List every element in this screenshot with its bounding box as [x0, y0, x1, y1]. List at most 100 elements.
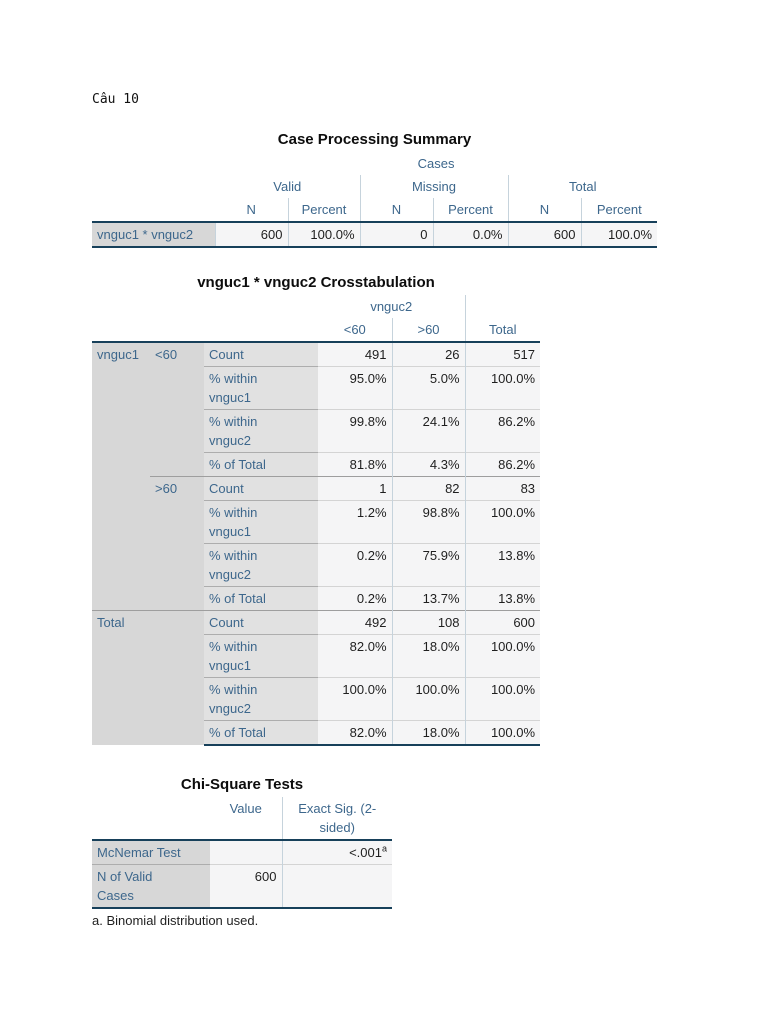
- table-row: % within vnguc1 82.0% 18.0% 100.0%: [92, 634, 541, 678]
- data-cell: 5.0%: [391, 366, 466, 410]
- data-cell: 13.8%: [464, 586, 541, 611]
- stat-label-cell: % within vnguc2: [204, 543, 319, 587]
- table-row: % within vnguc1 1.2% 98.8% 100.0%: [92, 500, 541, 544]
- data-cell: 86.2%: [464, 452, 541, 477]
- stat-line: vnguc2: [209, 567, 251, 582]
- stat-line: % within: [209, 414, 258, 429]
- stat-label-cell: Count: [204, 476, 319, 501]
- stat-label-cell: Count: [204, 610, 319, 635]
- column-header-n: N: [246, 202, 256, 217]
- row-category-cell: <60: [150, 342, 204, 477]
- data-cell: [281, 864, 392, 909]
- case-processing-summary: Case Processing Summary Cases Valid Miss…: [92, 131, 658, 248]
- data-cell: 600: [464, 610, 541, 635]
- data-cell: 0.0%: [432, 221, 508, 248]
- table-row: >60 Count 1 82 83: [92, 476, 541, 611]
- stat-line: % within: [209, 505, 258, 520]
- stat-line: vnguc2: [209, 433, 251, 448]
- stat-line: % within: [209, 371, 258, 386]
- data-cell: 100.0%: [464, 366, 541, 410]
- table-row: McNemar Test <.001a: [92, 840, 392, 865]
- column-spanner-vnguc2: vnguc2: [370, 299, 413, 314]
- data-cell: 108: [391, 610, 466, 635]
- data-cell: 75.9%: [391, 543, 466, 587]
- row-label-cell: N of Valid Cases: [92, 864, 210, 909]
- data-cell: 86.2%: [464, 409, 541, 453]
- table-row: % of Total 82.0% 18.0% 100.0%: [92, 720, 541, 746]
- data-cell: 24.1%: [391, 409, 466, 453]
- data-cell: 83: [464, 476, 541, 501]
- row-label-cell: vnguc1 * vnguc2: [92, 221, 215, 248]
- chi-square-title: Chi-Square Tests: [180, 776, 304, 793]
- corner-cell: [92, 198, 215, 222]
- column-header-exact-sig: Exact Sig. (2- sided): [281, 797, 392, 841]
- case-processing-title: Case Processing Summary: [277, 131, 472, 148]
- data-cell: 100.0%: [464, 634, 541, 678]
- stat-label-cell: Count: [204, 342, 319, 367]
- label-line: Cases: [97, 888, 134, 903]
- stat-line: % of Total: [209, 591, 266, 606]
- data-cell: 26: [391, 342, 466, 367]
- crosstabulation-title: vnguc1 * vnguc2 Crosstabulation: [197, 274, 435, 291]
- exact-sig-value: <.001: [349, 845, 382, 860]
- crosstabulation-table: vnguc2 <60 >60 Total vnguc1 <60 Count 49…: [92, 295, 541, 746]
- group-header-valid: Valid: [273, 179, 302, 194]
- stat-line: Count: [209, 615, 244, 630]
- cases-spanner: Cases: [417, 156, 455, 171]
- group-header-missing: Missing: [359, 175, 508, 198]
- total-label-cell: Total: [92, 610, 204, 745]
- data-cell: [210, 840, 282, 865]
- row-category-cell: >60: [150, 476, 204, 611]
- row-label-cell: McNemar Test: [92, 840, 210, 865]
- stat-label-cell: % within vnguc2: [204, 409, 319, 453]
- stat-label-cell: % within vnguc1: [204, 634, 319, 678]
- data-cell: 98.8%: [391, 500, 466, 544]
- stat-line: % within: [209, 548, 258, 563]
- data-cell: 100.0%: [464, 677, 541, 721]
- stat-line: % within: [209, 639, 258, 654]
- label-line: McNemar Test: [97, 845, 181, 860]
- column-header-percent: Percent: [580, 198, 658, 222]
- stat-line: Count: [209, 347, 244, 362]
- stat-line: vnguc2: [209, 701, 251, 716]
- stat-label-cell: % within vnguc1: [204, 366, 319, 410]
- stat-line: Count: [209, 481, 244, 496]
- stat-label-cell: % within vnguc1: [204, 500, 319, 544]
- column-header-lt60: <60: [318, 318, 393, 343]
- group-header-row: Valid Missing Total: [92, 175, 658, 198]
- page-label: Câu 10: [92, 92, 139, 107]
- column-header-percent: Percent: [287, 198, 360, 222]
- column-header-n: N: [507, 198, 581, 222]
- crosstabulation: vnguc1 * vnguc2 Crosstabulation vnguc2 <…: [92, 274, 541, 746]
- data-cell: 4.3%: [391, 452, 466, 477]
- stat-line: vnguc1: [209, 658, 251, 673]
- data-cell: 492: [318, 610, 393, 635]
- stat-label-cell: % within vnguc2: [204, 677, 319, 721]
- data-cell: <.001a: [281, 840, 392, 865]
- data-cell: 600: [210, 864, 282, 909]
- table-row: vnguc1 * vnguc2 600 100.0% 0 0.0% 600 10…: [92, 221, 658, 248]
- data-cell: 0: [359, 221, 433, 248]
- column-header-gt60: >60: [391, 318, 466, 343]
- table-row: N of Valid Cases 600: [92, 864, 392, 909]
- data-cell: 18.0%: [391, 634, 466, 678]
- corner-cell: [92, 152, 215, 175]
- row-variable-cell: vnguc1: [92, 342, 150, 611]
- cases-spanner-row: Cases: [92, 152, 657, 175]
- header-line: sided): [319, 820, 355, 835]
- data-cell: 100.0%: [318, 677, 393, 721]
- column-spanner-row: vnguc2: [92, 295, 541, 318]
- data-cell: 100.0%: [580, 221, 658, 248]
- stat-label-cell: % of Total: [204, 586, 319, 611]
- corner-cell: [92, 318, 319, 343]
- column-header-total: Total: [464, 318, 541, 343]
- data-cell: 95.0%: [318, 366, 393, 410]
- chi-square-table: Value Exact Sig. (2- sided) McNemar Test…: [92, 797, 392, 909]
- table-row: % within vnguc2 100.0% 100.0% 100.0%: [92, 677, 541, 721]
- stat-label-cell: % of Total: [204, 720, 319, 746]
- data-cell: 600: [507, 221, 581, 248]
- data-cell: 82: [391, 476, 466, 501]
- data-cell: 600: [214, 221, 288, 248]
- table-row: % within vnguc2 99.8% 24.1% 86.2%: [92, 409, 541, 453]
- table-row: vnguc1 <60 Count 491 26 517: [92, 342, 541, 611]
